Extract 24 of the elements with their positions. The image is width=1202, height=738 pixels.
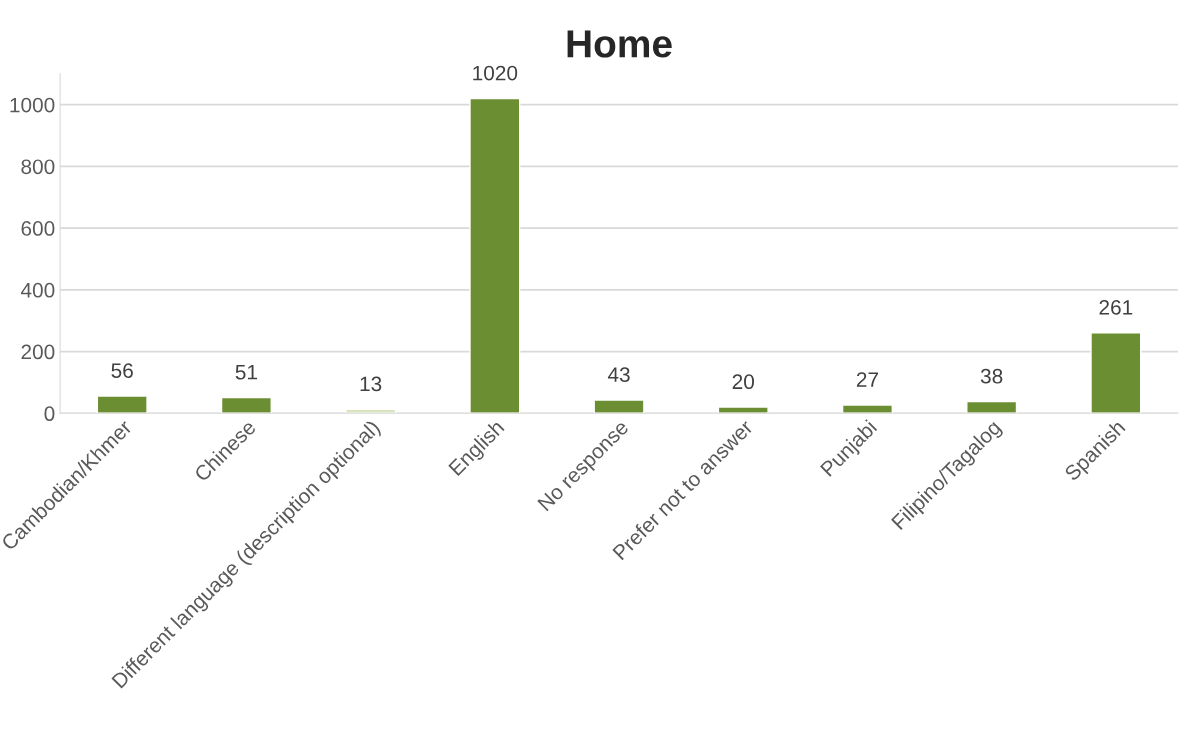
data-label: 56 xyxy=(111,363,133,378)
bar xyxy=(593,399,645,414)
y-tick-label: 1000 xyxy=(10,97,55,113)
bar xyxy=(469,97,521,414)
y-tick-label: 600 xyxy=(21,221,55,236)
y-tick-label: 400 xyxy=(20,282,55,298)
bar xyxy=(96,395,148,414)
data-label: 261 xyxy=(1099,299,1133,315)
y-tick-label: 0 xyxy=(44,406,55,422)
y-tick-label: 200 xyxy=(21,344,55,360)
y-tick-label: 800 xyxy=(21,159,55,175)
bar xyxy=(1090,332,1142,414)
data-label: 43 xyxy=(607,367,630,382)
data-label: 38 xyxy=(980,368,1003,384)
data-label: 13 xyxy=(360,376,382,392)
bar xyxy=(966,400,1018,414)
bar xyxy=(717,406,769,414)
bar xyxy=(220,396,272,414)
data-label: 20 xyxy=(732,374,755,390)
chart-title: Home xyxy=(567,30,672,58)
bar xyxy=(841,404,893,414)
data-label: 51 xyxy=(235,365,257,380)
data-label: 1020 xyxy=(473,65,518,81)
data-label: 27 xyxy=(856,372,878,387)
